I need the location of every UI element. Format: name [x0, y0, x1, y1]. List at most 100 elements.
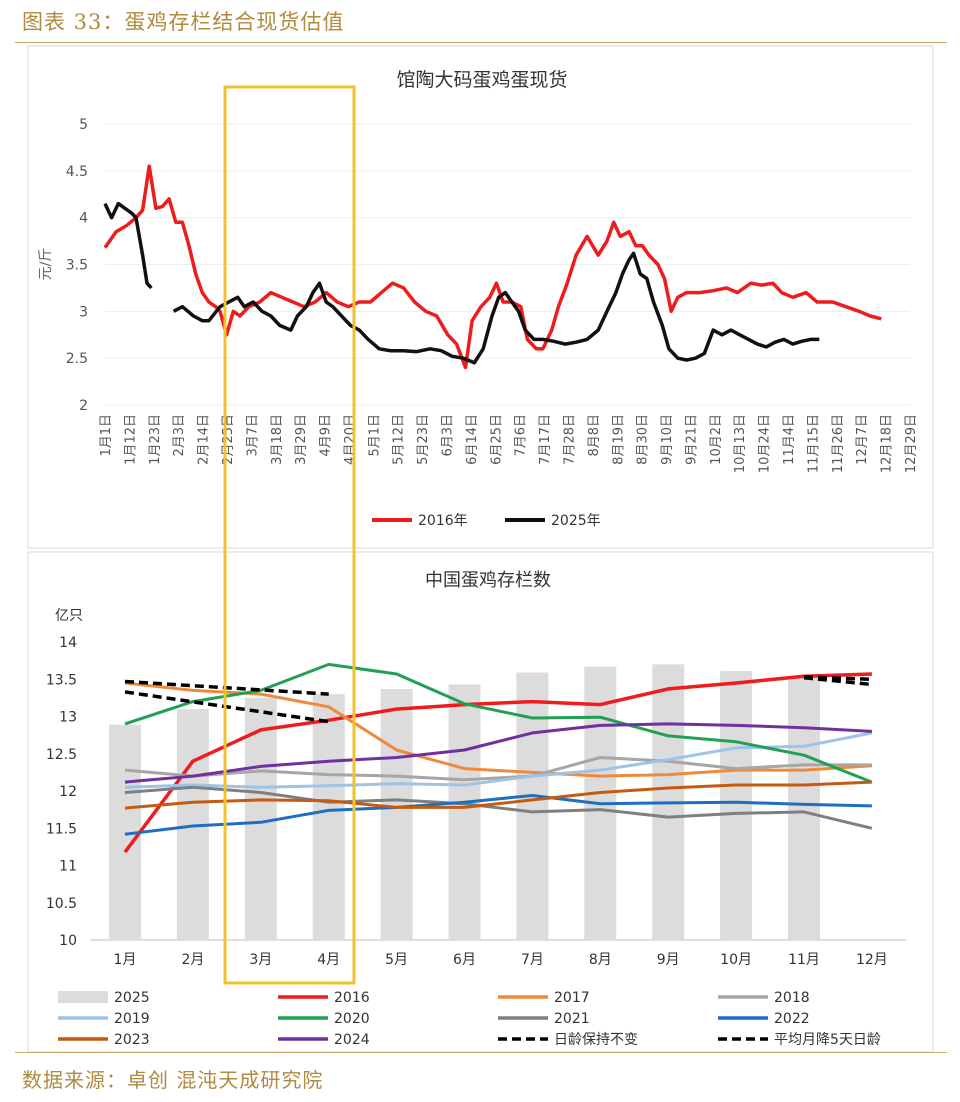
series-line-2022 — [124, 794, 872, 836]
legend-label: 2023 — [114, 1032, 150, 1048]
x-tick-label: 5月23日 — [416, 414, 431, 465]
x-tick-label: 9月21日 — [684, 414, 699, 465]
y-tick-label: 4.5 — [66, 164, 88, 180]
x-tick-label: 5月 — [385, 952, 408, 968]
x-tick-label: 4月20日 — [343, 414, 358, 465]
x-tick-label: 4月 — [317, 952, 340, 968]
series-line-2025年 — [103, 201, 153, 290]
y-tick-label: 14 — [59, 635, 77, 651]
legend-label: 2025 — [114, 990, 150, 1006]
x-tick-label: 7月17日 — [538, 414, 553, 465]
x-tick-label: 2月 — [181, 952, 204, 968]
series-line-2023 — [124, 780, 872, 810]
series-line-2021 — [124, 785, 873, 830]
legend-label: 2017 — [554, 990, 590, 1006]
x-tick-label: 12月 — [856, 952, 888, 968]
projection-line — [803, 676, 873, 687]
x-tick-label: 6月14日 — [465, 414, 480, 465]
y-tick-label: 4 — [79, 211, 88, 227]
bar-2025 — [380, 688, 413, 940]
y-tick-label: 12 — [59, 784, 77, 800]
x-tick-label: 6月3日 — [441, 414, 456, 457]
spot-price-x-ticks: 1月1日 1月12日 1月23日 2月3日 2月14日 2月25日 3月7日 3月18日 3月2… — [99, 414, 919, 473]
y-tick-label: 11 — [59, 859, 77, 875]
x-tick-label: 3月18日 — [270, 414, 285, 465]
spot-price-gridlines — [105, 123, 910, 406]
legend-swatch — [58, 991, 108, 1003]
x-tick-label: 11月26日 — [831, 414, 846, 473]
x-tick-label: 2月3日 — [172, 414, 187, 457]
bar-2025 — [516, 672, 549, 940]
x-tick-label: 5月1日 — [367, 414, 382, 457]
x-tick-label: 12月18日 — [880, 414, 895, 473]
series-line-2019 — [124, 731, 873, 789]
projection-line — [124, 679, 329, 696]
source-note: 数据来源：卓创 混沌天成研究院 — [22, 1068, 324, 1092]
bar-2025 — [448, 684, 481, 940]
layer-inventory-y-ticks: 10 10.5 11 11.5 12 12.5 13 13.5 14 — [46, 635, 906, 949]
layer-inventory-y-axis-label: 亿只 — [55, 608, 83, 624]
x-tick-label: 10月13日 — [733, 414, 748, 473]
x-tick-label: 8月19日 — [611, 414, 626, 465]
spot-price-series — [103, 164, 882, 370]
top-rule — [15, 42, 947, 43]
series-line-2016年 — [103, 164, 882, 370]
x-tick-label: 8月8日 — [587, 414, 602, 457]
x-tick-label: 10月 — [720, 952, 752, 968]
x-tick-label: 11月4日 — [782, 414, 797, 465]
x-tick-label: 12月7日 — [855, 414, 870, 465]
layer-inventory-series — [123, 662, 873, 854]
x-tick-label: 1月23日 — [148, 414, 163, 465]
x-tick-label: 10月2日 — [709, 414, 724, 465]
y-tick-label: 13.5 — [46, 672, 77, 688]
x-tick-label: 6月 — [453, 952, 476, 968]
x-tick-label: 4月9日 — [319, 414, 334, 457]
series-line-2016 — [123, 672, 872, 854]
x-tick-label: 5月12日 — [392, 414, 407, 465]
layer-inventory-projections — [124, 675, 873, 724]
layer-inventory-chart-title: 中国蛋鸡存栏数 — [425, 570, 551, 591]
projection-line — [803, 675, 872, 682]
x-tick-label: 1月1日 — [99, 414, 114, 457]
spot-price-panel — [27, 45, 934, 549]
legend-label: 2025年 — [551, 513, 601, 529]
legend-label: 平均月降5天日龄 — [774, 1032, 881, 1048]
series-line-2025年 — [172, 251, 820, 365]
legend-label: 2024 — [334, 1032, 370, 1048]
x-tick-label: 9月10日 — [660, 414, 675, 465]
legend-label: 2016年 — [418, 513, 468, 529]
x-tick-label: 2月25日 — [221, 414, 236, 465]
y-tick-label: 3.5 — [66, 258, 88, 274]
x-tick-label: 6月25日 — [489, 414, 504, 465]
y-tick-label: 2.5 — [66, 351, 88, 367]
x-tick-label: 7月6日 — [514, 414, 529, 457]
spot-price-legend: 2016年 2025年 — [372, 513, 601, 529]
y-tick-label: 11.5 — [46, 821, 77, 837]
bar-2025 — [720, 671, 753, 940]
x-tick-label: 7月28日 — [562, 414, 577, 465]
bar-2025 — [312, 694, 345, 940]
legend-label: 2020 — [334, 1011, 370, 1027]
legend-label: 2019 — [114, 1011, 150, 1027]
spot-price-chart-title: 馆陶大码蛋鸡蛋现货 — [396, 69, 567, 91]
y-tick-label: 3 — [79, 304, 88, 320]
y-tick-label: 13 — [59, 710, 77, 726]
y-tick-label: 2 — [79, 398, 88, 414]
x-tick-label: 2月14日 — [197, 414, 212, 465]
x-tick-label: 3月 — [249, 952, 272, 968]
x-tick-label: 12月29日 — [904, 414, 919, 473]
y-tick-label: 10.5 — [46, 896, 77, 912]
x-tick-label: 11月15日 — [806, 414, 821, 473]
x-tick-label: 11月 — [788, 952, 820, 968]
bar-2025 — [788, 676, 820, 940]
y-tick-label: 5 — [79, 117, 88, 133]
spot-price-y-ticks: 2 2.5 3 3.5 4 4.5 5 — [66, 117, 88, 414]
series-line-2024 — [124, 722, 872, 784]
y-tick-label: 10 — [59, 933, 77, 949]
x-tick-label: 8月30日 — [636, 414, 651, 465]
y-tick-label: 12.5 — [46, 747, 77, 763]
figure-title: 图表 33：蛋鸡存栏结合现货估值 — [22, 10, 345, 34]
x-tick-label: 3月29日 — [294, 414, 309, 465]
layer-inventory-bars — [109, 664, 820, 940]
legend-label: 2018 — [774, 990, 810, 1006]
